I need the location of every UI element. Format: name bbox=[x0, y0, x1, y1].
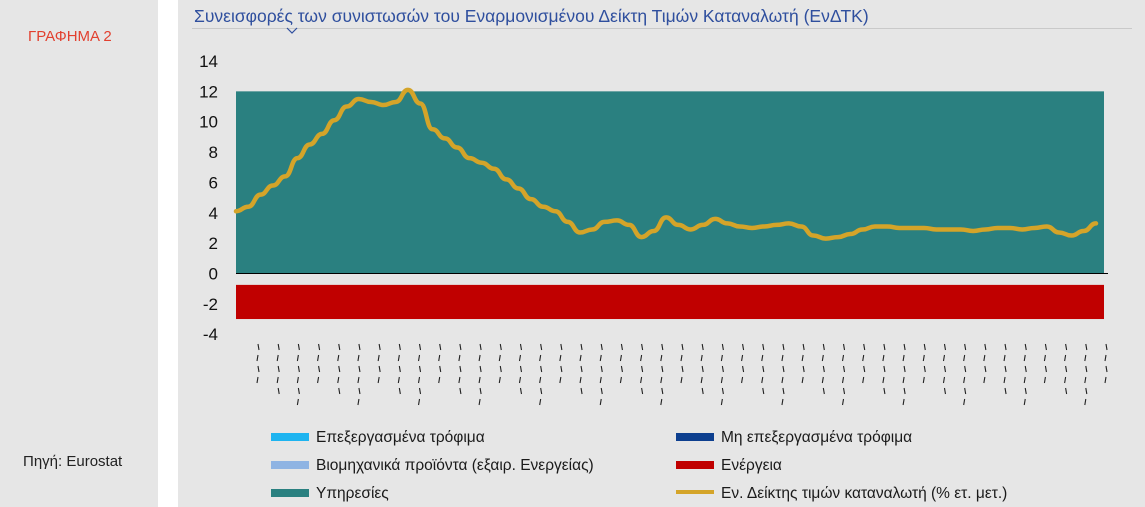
x-tick-label bbox=[276, 343, 280, 395]
x-tick-label bbox=[458, 343, 462, 395]
x-tick-label bbox=[1023, 343, 1027, 406]
legend-item: Εν. Δείκτης τιμών καταναλωτή (% ετ. μετ.… bbox=[676, 485, 1007, 503]
x-tick-label bbox=[1084, 343, 1088, 406]
x-tick-label bbox=[619, 343, 623, 384]
x-tick-label bbox=[256, 343, 260, 384]
legend-item: Βιομηχανικά προϊόντα (εξαιρ. Ενεργείας) bbox=[271, 457, 594, 475]
x-tick-label bbox=[801, 343, 805, 384]
x-tick-label bbox=[680, 343, 684, 384]
x-tick-label bbox=[518, 343, 523, 395]
legend-label: Εν. Δείκτης τιμών καταναλωτή (% ετ. μετ.… bbox=[721, 485, 1008, 502]
y-tick-label: 12 bbox=[199, 82, 218, 101]
y-tick-label: 0 bbox=[209, 265, 218, 284]
legend-swatch bbox=[676, 432, 714, 441]
x-tick-label bbox=[1043, 343, 1047, 384]
x-tick-label bbox=[539, 343, 543, 406]
legend-label: Βιομηχανικά προϊόντα (εξαιρ. Ενεργείας) bbox=[316, 457, 594, 474]
x-tick-label bbox=[720, 343, 724, 406]
x-tick-label bbox=[337, 343, 341, 395]
left-sidebar: ΓΡΑΦΗΜΑ 2 Πηγή: Eurostat bbox=[0, 0, 158, 507]
x-tick-label bbox=[741, 343, 745, 384]
x-tick-label bbox=[296, 343, 300, 406]
legend-item: Επεξεργασμένα τρόφιμα bbox=[271, 429, 485, 447]
x-tick-label bbox=[640, 343, 644, 395]
x-tick-label bbox=[781, 343, 785, 406]
hicp-line bbox=[233, 87, 1099, 241]
x-tick-label bbox=[963, 343, 967, 406]
x-tick-label bbox=[983, 343, 987, 384]
x-tick-label bbox=[1064, 343, 1068, 395]
legend-label: Επεξεργασμένα τρόφιμα bbox=[316, 429, 485, 446]
legend-label: Μη επεξεργασμένα τρόφιμα bbox=[721, 429, 913, 446]
legend-swatch bbox=[676, 460, 714, 469]
legend-item: Μη επεξεργασμένα τρόφιμα bbox=[676, 429, 912, 447]
legend-label: Ενέργεια bbox=[721, 457, 782, 474]
x-tick-label bbox=[417, 343, 422, 406]
legend-swatch bbox=[271, 432, 309, 441]
x-tick-label bbox=[1003, 343, 1007, 395]
legend-swatch bbox=[676, 489, 714, 494]
x-tick-label bbox=[599, 343, 603, 406]
y-tick-label: 8 bbox=[209, 143, 218, 162]
chart-title: Συνεισφορές των συνιστωσών του Εναρμονισ… bbox=[194, 6, 869, 26]
x-tick-label bbox=[862, 343, 866, 384]
x-tick-label bbox=[498, 343, 502, 384]
x-tick-label bbox=[942, 343, 947, 395]
x-tick-label bbox=[882, 343, 886, 395]
legend-label: Υπηρεσίες bbox=[316, 485, 389, 502]
x-tick-label bbox=[478, 343, 482, 406]
area-energy bbox=[236, 284, 1104, 320]
area-services bbox=[236, 91, 1104, 274]
x-tick-label bbox=[660, 343, 664, 406]
y-tick-label: 6 bbox=[209, 173, 218, 192]
chart-number-label: ΓΡΑΦΗΜΑ 2 bbox=[28, 28, 112, 45]
x-tick-label bbox=[317, 343, 321, 384]
x-tick-label bbox=[1104, 343, 1108, 384]
x-tick-label bbox=[821, 343, 825, 395]
x-tick-label bbox=[761, 343, 765, 395]
x-tick-label bbox=[700, 343, 704, 395]
y-tick-label: -4 bbox=[203, 325, 218, 344]
x-tick-label bbox=[438, 343, 442, 384]
title-underline bbox=[192, 28, 1132, 29]
x-tick-label bbox=[902, 343, 906, 406]
legend-item: Υπηρεσίες bbox=[271, 485, 389, 503]
y-tick-label: 14 bbox=[199, 52, 218, 71]
x-tick-label bbox=[397, 343, 401, 395]
legend-swatch bbox=[271, 488, 309, 497]
y-tick-label: 4 bbox=[209, 204, 218, 223]
source-note: Πηγή: Eurostat bbox=[23, 453, 123, 470]
legend-swatch bbox=[271, 460, 309, 469]
x-tick-label bbox=[357, 343, 361, 406]
title-caret-icon bbox=[286, 27, 298, 34]
gutter bbox=[158, 0, 178, 507]
x-tick-label bbox=[579, 343, 583, 395]
y-tick-label: 10 bbox=[199, 113, 218, 132]
x-tick-label bbox=[841, 343, 846, 406]
x-tick-label bbox=[377, 343, 381, 384]
x-tick-label bbox=[922, 343, 926, 384]
x-tick-label bbox=[559, 343, 563, 384]
y-tick-label: -2 bbox=[203, 295, 218, 314]
y-tick-label: 2 bbox=[209, 234, 218, 253]
legend-item: Ενέργεια bbox=[676, 457, 782, 475]
